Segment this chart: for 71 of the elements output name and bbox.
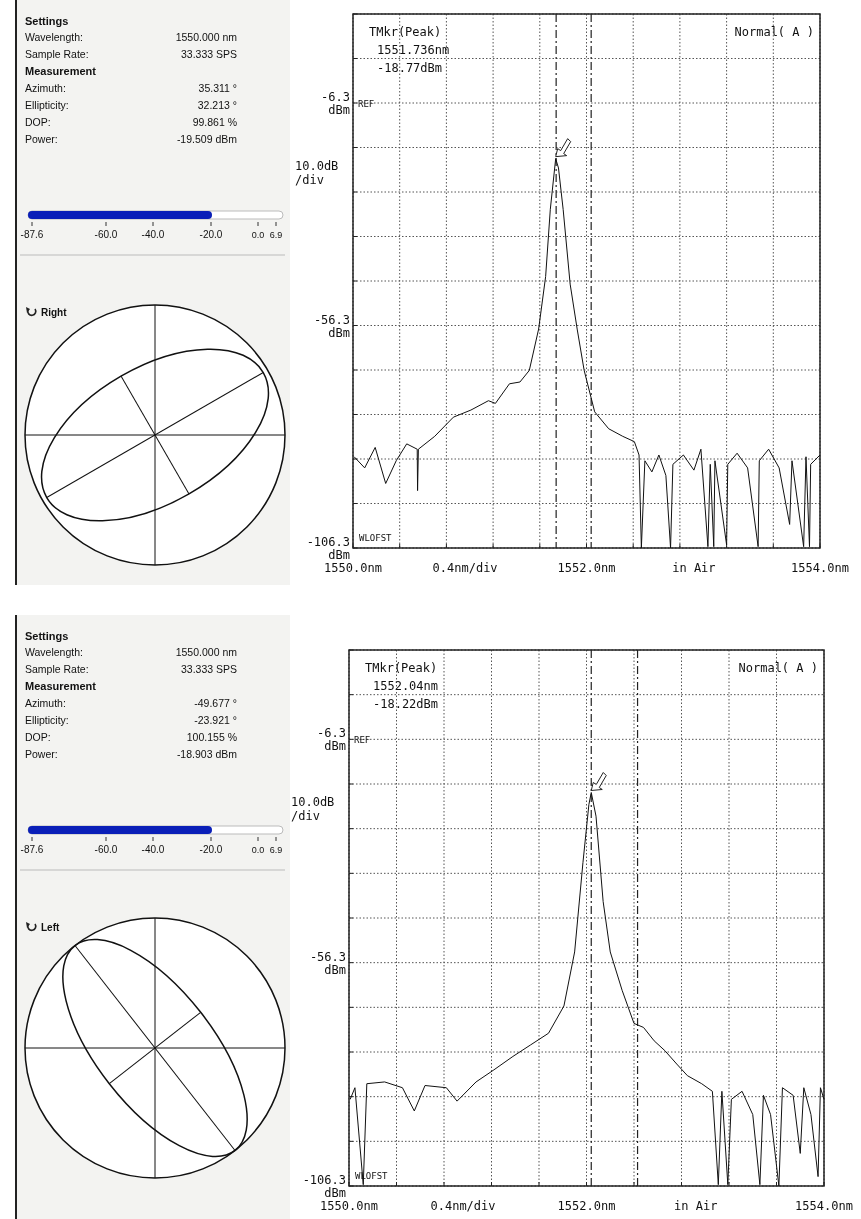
x-tick-label: 1554.0nm bbox=[791, 561, 849, 575]
text: Right bbox=[41, 307, 68, 318]
text: 0.0 bbox=[251, 230, 265, 240]
x-tick-label: 1554.0nm bbox=[795, 1199, 853, 1213]
y-tick-label: -56.3 dBm bbox=[313, 312, 350, 340]
y-tick-label: -106.3 dBm bbox=[306, 535, 350, 562]
annotation: REF bbox=[354, 735, 371, 746]
text: 1550.000 nm bbox=[175, 646, 238, 658]
x-tick-label: 1550.0nm bbox=[320, 1199, 378, 1213]
y-tick-label: -6.3 dBm bbox=[317, 726, 346, 754]
text: -87.6 bbox=[20, 844, 44, 855]
text: Sample Rate: bbox=[25, 663, 89, 675]
annotation: Normal( A ) bbox=[734, 25, 814, 39]
text: Power: bbox=[25, 748, 58, 760]
text: 32.213 ° bbox=[197, 99, 237, 111]
text: 0.0 bbox=[251, 845, 265, 855]
text: Measurement bbox=[25, 65, 97, 77]
annotation: 1551.736nm bbox=[377, 43, 450, 57]
text: Azimuth: bbox=[25, 82, 66, 94]
x-axis-title: 0.4nm/div bbox=[432, 561, 498, 575]
text: Measurement bbox=[25, 680, 97, 692]
text: Settings bbox=[25, 630, 69, 642]
text: 6.9 bbox=[269, 845, 283, 855]
text: -20.0 bbox=[199, 229, 223, 240]
annotation: TMkr(Peak) bbox=[369, 25, 442, 39]
text: -19.509 dBm bbox=[176, 133, 238, 145]
x-axis-title: 0.4nm/div bbox=[430, 1199, 496, 1213]
text: Azimuth: bbox=[25, 697, 66, 709]
annotation: TMkr(Peak) bbox=[365, 661, 438, 675]
text: -18.903 dBm bbox=[176, 748, 238, 760]
text: 33.333 SPS bbox=[180, 48, 237, 60]
text: 35.311 ° bbox=[198, 82, 237, 94]
y-axis-title: 10.0dB /div bbox=[291, 795, 335, 824]
text: DOP: bbox=[25, 731, 51, 743]
text: DOP: bbox=[25, 116, 51, 128]
text: 1550.000 nm bbox=[175, 31, 238, 43]
text: -40.0 bbox=[141, 844, 165, 855]
text: 100.155 % bbox=[186, 731, 237, 743]
text: -49.677 ° bbox=[194, 697, 237, 709]
text: -87.6 bbox=[20, 229, 44, 240]
text: Left bbox=[41, 922, 60, 933]
y-tick-label: -56.3 dBm bbox=[309, 949, 346, 977]
text: -20.0 bbox=[199, 844, 223, 855]
annotation: WLOFST bbox=[359, 533, 393, 543]
text: Ellipticity: bbox=[25, 99, 69, 111]
text: in Air bbox=[672, 561, 716, 575]
y-tick-label: -6.3 dBm bbox=[321, 90, 350, 117]
text: Sample Rate: bbox=[25, 48, 89, 60]
text: Power: bbox=[25, 133, 58, 145]
x-tick-label: 1550.0nm bbox=[324, 561, 382, 575]
text: -23.921 ° bbox=[194, 714, 237, 726]
text: Wavelength: bbox=[25, 646, 83, 658]
text: 33.333 SPS bbox=[180, 663, 237, 675]
text: -40.0 bbox=[141, 229, 165, 240]
text: -60.0 bbox=[94, 229, 118, 240]
x-tick-label: 1552.0nm bbox=[557, 1199, 616, 1213]
text: -60.0 bbox=[94, 844, 118, 855]
annotation: 1552.04nm bbox=[373, 679, 439, 693]
text: Settings bbox=[25, 15, 69, 27]
annotation: REF bbox=[358, 99, 375, 109]
y-axis-title: 10.0dB /div bbox=[295, 158, 339, 187]
annotation: -18.22dBm bbox=[373, 697, 439, 711]
text: 99.861 % bbox=[192, 116, 237, 128]
y-tick-label: -106.3 dBm bbox=[302, 1173, 346, 1200]
annotation: Normal( A ) bbox=[738, 661, 818, 675]
text: Wavelength: bbox=[25, 31, 83, 43]
text: in Air bbox=[674, 1199, 718, 1213]
text: Ellipticity: bbox=[25, 714, 69, 726]
annotation: -18.77dBm bbox=[377, 61, 443, 75]
text: 6.9 bbox=[269, 230, 283, 240]
x-tick-label: 1552.0nm bbox=[557, 561, 616, 575]
